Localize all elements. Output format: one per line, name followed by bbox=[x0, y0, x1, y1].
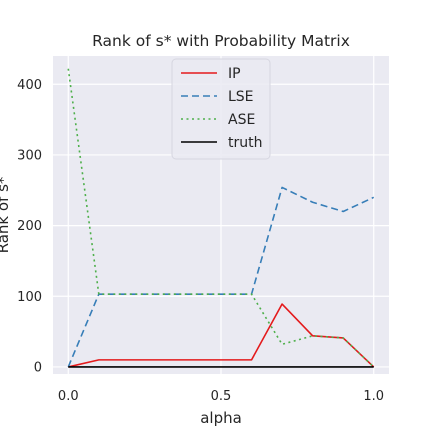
y-tick-label: 200 bbox=[17, 219, 42, 234]
y-tick-label: 0 bbox=[34, 360, 42, 375]
x-tick-label: 0.5 bbox=[211, 389, 232, 404]
legend-label-ip: IP bbox=[228, 66, 241, 82]
x-tick-label: 1.0 bbox=[363, 389, 384, 404]
chart-title: Rank of s* with Probability Matrix bbox=[92, 32, 350, 50]
x-axis-label: alpha bbox=[200, 409, 242, 427]
y-tick-label: 400 bbox=[17, 78, 42, 93]
y-tick-label: 100 bbox=[17, 290, 42, 305]
legend-box bbox=[171, 58, 271, 160]
legend: IP LSE ASE truth bbox=[171, 58, 271, 160]
series-line-ip bbox=[68, 303, 375, 368]
y-axis-label: Rank of s* bbox=[0, 176, 12, 253]
legend-label-truth: truth bbox=[228, 135, 262, 151]
legend-label-ase: ASE bbox=[228, 112, 255, 128]
x-tick-label: 0.0 bbox=[58, 389, 79, 404]
series-line-ase bbox=[67, 68, 375, 368]
y-tick-label: 300 bbox=[17, 148, 42, 163]
legend-label-lse: LSE bbox=[228, 89, 254, 105]
